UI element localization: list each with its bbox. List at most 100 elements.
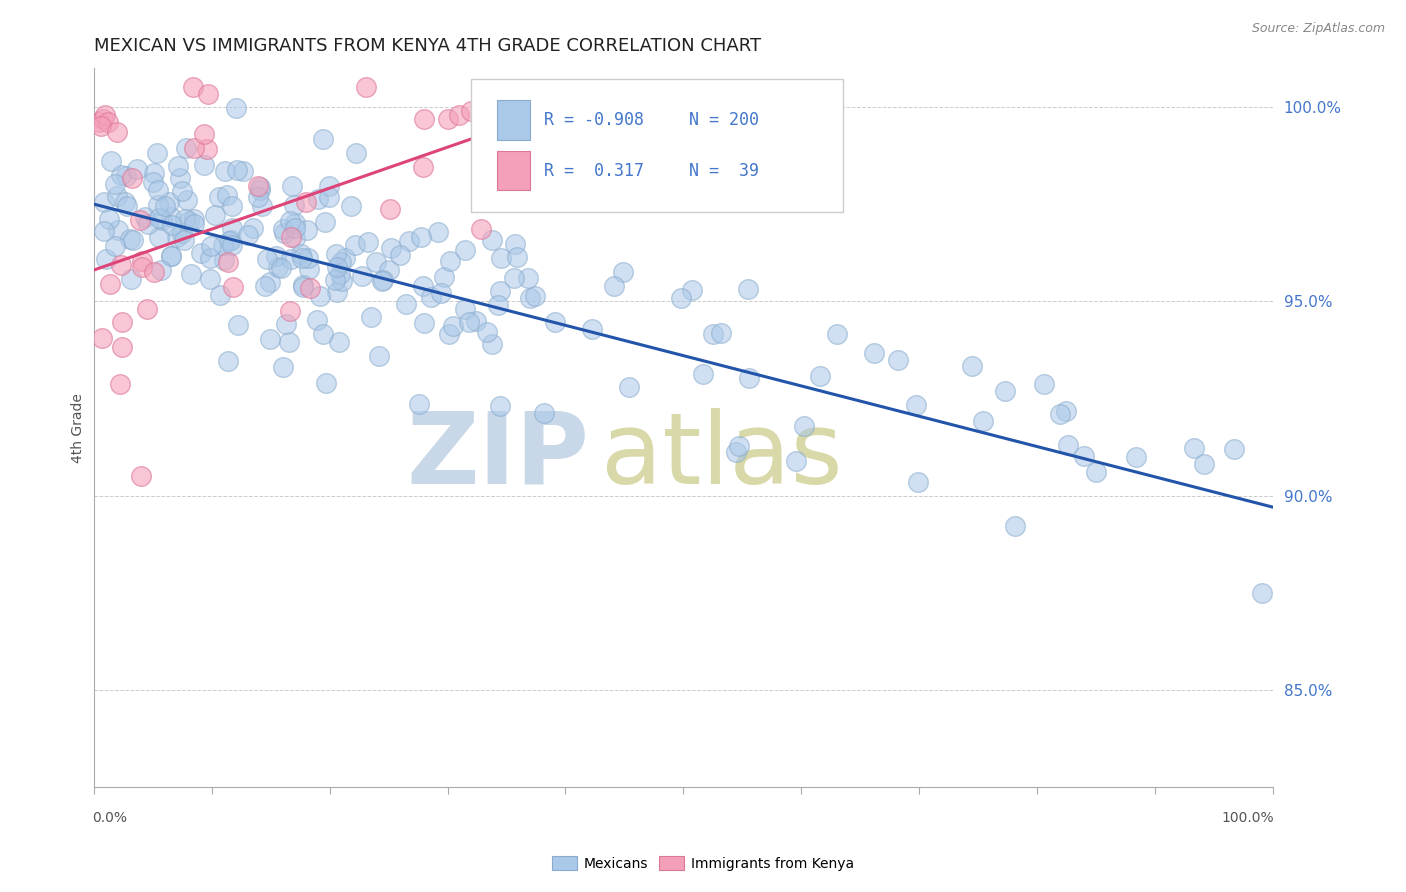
Point	[354, 80, 377, 95]
Point	[737, 282, 759, 296]
Point	[291, 251, 314, 265]
Point	[311, 326, 333, 341]
Point	[104, 239, 127, 253]
Point	[907, 475, 929, 489]
Point	[100, 153, 122, 168]
Point	[283, 198, 305, 212]
Point	[150, 262, 173, 277]
Point	[242, 220, 264, 235]
Point	[388, 248, 411, 262]
Point	[264, 249, 287, 263]
Point	[247, 178, 270, 193]
Point	[193, 127, 215, 141]
Text: Source: ZipAtlas.com: Source: ZipAtlas.com	[1251, 22, 1385, 36]
Point	[360, 310, 382, 324]
Point	[395, 297, 418, 311]
Point	[1054, 404, 1077, 418]
Point	[364, 255, 387, 269]
Point	[200, 272, 222, 286]
Point	[443, 319, 465, 334]
Point	[108, 377, 131, 392]
Point	[318, 190, 340, 204]
Text: R =  0.317: R = 0.317	[544, 161, 644, 180]
Point	[785, 454, 807, 468]
Point	[292, 277, 315, 292]
Point	[325, 247, 347, 261]
Point	[994, 384, 1017, 398]
Point	[335, 251, 357, 265]
Point	[702, 327, 724, 342]
Point	[145, 146, 167, 161]
Point	[226, 162, 249, 177]
Point	[413, 112, 436, 126]
Point	[127, 162, 149, 177]
Point	[246, 190, 269, 204]
Point	[218, 234, 240, 248]
Point	[453, 243, 475, 257]
Point	[266, 260, 288, 274]
Point	[115, 169, 138, 184]
Point	[329, 254, 352, 268]
Point	[131, 253, 153, 268]
Point	[465, 313, 488, 327]
Point	[280, 252, 302, 266]
Point	[249, 179, 271, 194]
Point	[305, 313, 328, 327]
Point	[481, 233, 503, 247]
Point	[295, 195, 318, 210]
Point	[352, 269, 374, 284]
Point	[330, 274, 353, 288]
Point	[887, 352, 910, 367]
Point	[439, 253, 461, 268]
Point	[94, 252, 117, 267]
Point	[380, 241, 402, 255]
Point	[219, 233, 242, 247]
Point	[298, 261, 321, 276]
Text: 100.0%: 100.0%	[1222, 811, 1275, 824]
Point	[122, 234, 145, 248]
Text: N =  39: N = 39	[689, 161, 759, 180]
Point	[212, 252, 235, 267]
Point	[329, 267, 352, 281]
Point	[276, 317, 298, 331]
Point	[460, 103, 482, 118]
Point	[519, 291, 541, 305]
Point	[217, 188, 239, 202]
Point	[278, 334, 301, 349]
Point	[681, 283, 703, 297]
Text: ZIP: ZIP	[406, 408, 589, 505]
Point	[160, 211, 183, 225]
Point	[249, 182, 271, 196]
Point	[367, 350, 389, 364]
Point	[533, 406, 555, 420]
Point	[612, 265, 634, 279]
Point	[314, 215, 336, 229]
Point	[489, 284, 512, 298]
Point	[960, 359, 983, 373]
Point	[1032, 376, 1054, 391]
Point	[1056, 438, 1078, 452]
Point	[280, 230, 302, 244]
Point	[905, 398, 928, 412]
Point	[217, 354, 239, 368]
Point	[180, 267, 202, 281]
Point	[183, 212, 205, 227]
Text: 0.0%: 0.0%	[93, 811, 128, 824]
Point	[160, 218, 183, 232]
Point	[281, 179, 304, 194]
Point	[136, 217, 159, 231]
Point	[166, 159, 188, 173]
Point	[323, 273, 346, 287]
Point	[104, 178, 127, 192]
Point	[190, 245, 212, 260]
Point	[738, 371, 761, 385]
Point	[603, 279, 626, 293]
Point	[581, 321, 603, 335]
Point	[166, 230, 188, 244]
Point	[692, 367, 714, 381]
Point	[412, 278, 434, 293]
Point	[98, 212, 121, 227]
Point	[325, 260, 347, 275]
Point	[273, 359, 295, 374]
Point	[457, 315, 479, 329]
